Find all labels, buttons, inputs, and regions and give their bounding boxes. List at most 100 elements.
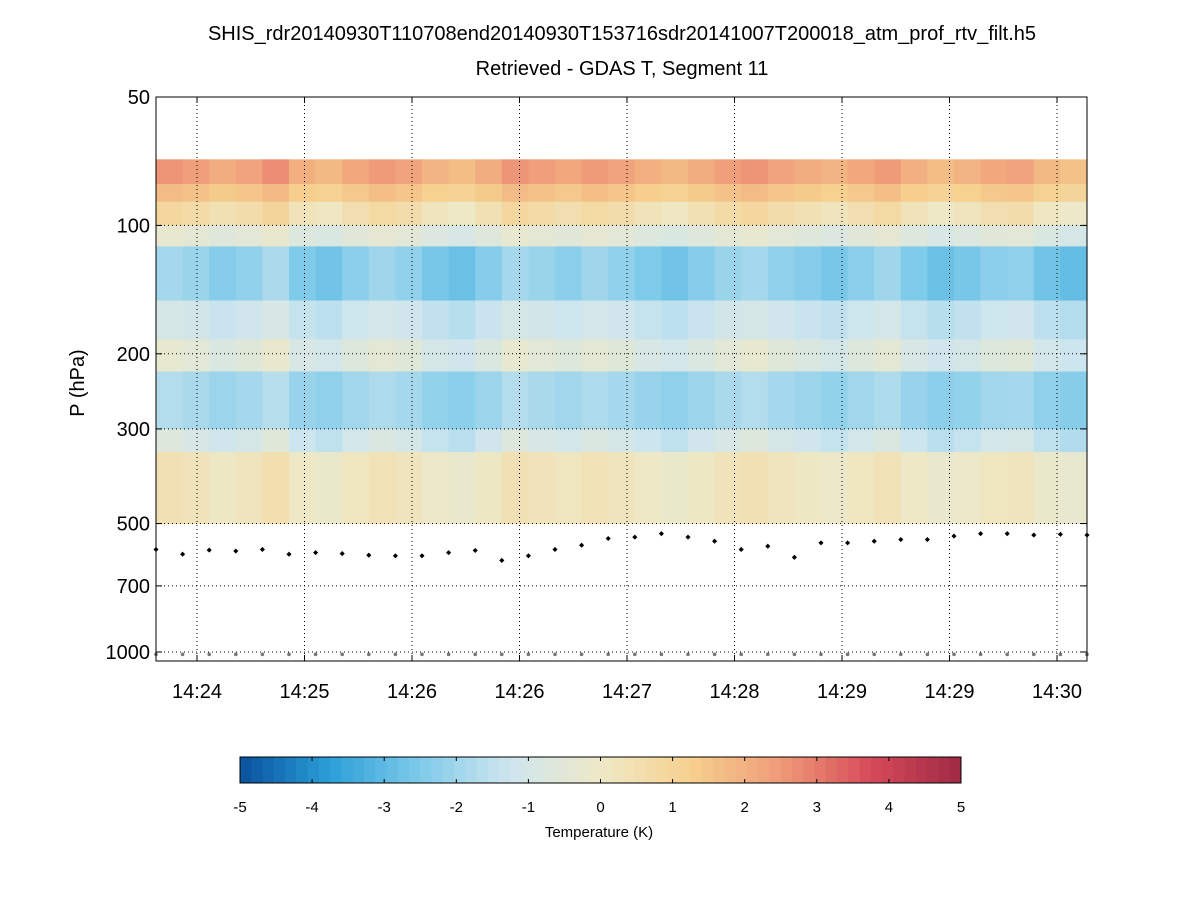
- heat-cell: [847, 246, 875, 302]
- heat-cell: [289, 300, 317, 340]
- heat-cell: [634, 371, 662, 430]
- chart-title: SHIS_rdr20140930T110708end20140930T15371…: [208, 23, 1036, 45]
- colorbar-tick-label: 4: [885, 799, 893, 816]
- heat-cell: [608, 201, 636, 226]
- heat-cell: [874, 300, 902, 340]
- surface-pressure-marker: [1057, 531, 1063, 537]
- colorbar-segment: [544, 757, 556, 783]
- heat-cell: [501, 201, 529, 226]
- heat-cell: [634, 159, 662, 185]
- colorbar-segment: [735, 757, 748, 783]
- heat-cell: [821, 452, 849, 525]
- heat-cell: [235, 428, 263, 453]
- heat-cell: [688, 184, 716, 203]
- heat-cell: [315, 184, 343, 203]
- heat-cell: [874, 428, 902, 453]
- colorbar-segment: [397, 757, 410, 783]
- colorbar-segment: [476, 757, 489, 783]
- colorbar-segment: [341, 757, 354, 783]
- heat-cell: [448, 300, 476, 340]
- heat-cell: [182, 339, 210, 373]
- heat-cell: [608, 452, 636, 525]
- heat-cell: [209, 225, 237, 247]
- heat-cell: [422, 371, 450, 430]
- heat-cell: [528, 371, 556, 430]
- heat-cell: [501, 300, 529, 340]
- heat-cell: [395, 428, 423, 453]
- colorbar-segment: [510, 757, 523, 783]
- colorbar-gradient: [240, 757, 962, 783]
- heat-cell: [581, 428, 609, 453]
- y-tick-label: 50: [128, 87, 150, 109]
- heat-cell: [608, 246, 636, 302]
- heat-cell: [209, 452, 237, 525]
- heat-cell: [741, 339, 769, 373]
- heat-cell: [767, 339, 795, 373]
- colorbar-segment: [792, 757, 804, 783]
- heat-cell: [634, 339, 662, 373]
- heat-cell: [1033, 339, 1061, 373]
- bottom-level-marker: [659, 652, 664, 657]
- colorbar-label: Temperature (K): [545, 824, 653, 841]
- heat-cell: [608, 339, 636, 373]
- heat-cell: [342, 201, 370, 226]
- heat-cell: [475, 225, 503, 247]
- heat-cell: [262, 371, 290, 430]
- heat-cell: [182, 201, 210, 226]
- heat-cell: [954, 225, 982, 247]
- colorbar-segment: [577, 757, 590, 783]
- bottom-level-marker: [1005, 652, 1009, 657]
- heat-cell: [475, 201, 503, 226]
- heat-cell: [794, 201, 822, 226]
- colorbar-segment: [882, 757, 894, 783]
- heat-cell: [874, 201, 902, 226]
- heat-cell: [767, 371, 795, 430]
- heat-cell: [874, 371, 902, 430]
- colorbar: -5 -4 -3 -2 -1 0 1 2 3 4 5 Temperature (K): [233, 756, 965, 841]
- colorbar-segment: [623, 757, 635, 783]
- heat-cell: [767, 246, 795, 302]
- colorbar-segment: [611, 757, 624, 783]
- heat-cell: [501, 452, 529, 525]
- y-tick-label: 700: [117, 576, 150, 598]
- heat-cell: [156, 159, 184, 185]
- heat-cell: [156, 201, 184, 226]
- heat-cell: [1007, 339, 1035, 373]
- x-tick-label: 14:26: [387, 681, 437, 703]
- colorbar-segment: [870, 757, 883, 783]
- heat-cell: [235, 452, 263, 525]
- heat-cell: [1033, 225, 1061, 247]
- heat-cell: [821, 159, 849, 185]
- bottom-level-marker: [739, 652, 743, 657]
- heat-cell: [661, 201, 689, 226]
- bottom-level-marker: [207, 652, 211, 657]
- bottom-level-marker: [180, 652, 185, 657]
- heat-cell: [235, 246, 263, 302]
- heat-cell: [235, 339, 263, 373]
- heat-cell: [581, 159, 609, 185]
- heat-cell: [900, 428, 928, 453]
- heat-cell: [289, 339, 317, 373]
- heat-cell: [156, 428, 184, 453]
- colorbar-segment: [318, 757, 331, 783]
- bottom-level-marker: [473, 652, 478, 657]
- heat-cell: [182, 184, 210, 203]
- heat-cell: [555, 201, 583, 226]
- heat-cell: [741, 246, 769, 302]
- colorbar-tick-label: 5: [957, 799, 965, 816]
- y-tick-label: 100: [117, 215, 150, 237]
- heat-cell: [475, 159, 503, 185]
- heat-cell: [661, 452, 689, 525]
- heat-cell: [900, 452, 928, 525]
- heat-cell: [1060, 428, 1088, 453]
- colorbar-segment: [454, 757, 466, 783]
- surface-pressure-marker: [658, 531, 664, 537]
- heat-cell: [395, 225, 423, 247]
- heat-cell: [741, 371, 769, 430]
- heat-cell: [874, 339, 902, 373]
- heat-cell: [235, 225, 263, 247]
- heat-cell: [342, 225, 370, 247]
- heat-cell: [1060, 184, 1088, 203]
- heat-cell: [741, 201, 769, 226]
- heat-cell: [900, 300, 928, 340]
